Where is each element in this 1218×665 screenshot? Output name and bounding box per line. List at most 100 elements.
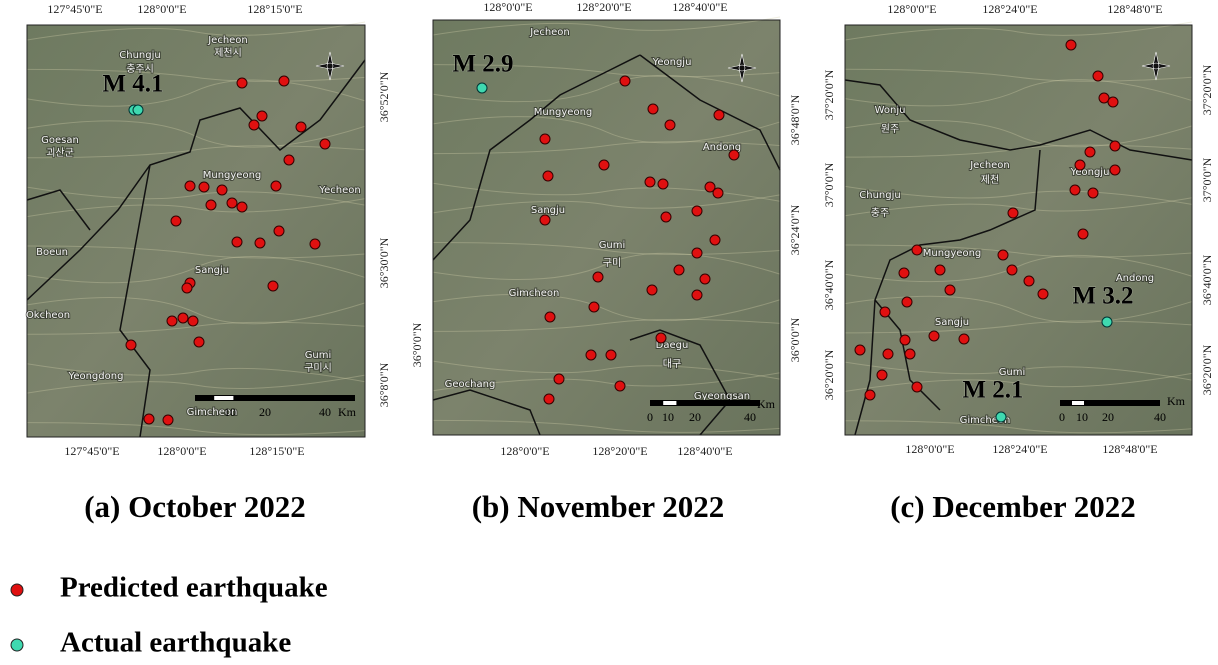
predicted-earthquake <box>997 249 1009 261</box>
predicted-earthquake <box>644 176 656 188</box>
road <box>432 252 781 280</box>
road <box>26 363 366 383</box>
right-coordinate: 37°0'0"N <box>1200 157 1214 202</box>
road <box>26 120 366 148</box>
place-name: Chungju <box>859 190 900 201</box>
satellite-background <box>845 25 1192 435</box>
predicted-earthquake <box>1023 275 1035 287</box>
predicted-earthquake <box>1084 146 1096 158</box>
predicted-earthquake <box>273 225 285 237</box>
scale-tick: 40 <box>744 410 756 424</box>
road <box>844 295 1193 323</box>
predicted-earthquake <box>181 282 193 294</box>
predicted-earthquake <box>205 199 217 211</box>
predicted-earthquake <box>709 234 721 246</box>
scale-tick: 10 <box>224 405 236 419</box>
right-coordinate: 36°8'0"N <box>377 362 391 407</box>
place-name: Mungyeong <box>923 248 982 259</box>
predicted-earthquake <box>605 349 617 361</box>
scale-unit: Km <box>757 397 776 411</box>
predicted-earthquake <box>236 77 248 89</box>
bottom-coordinate: 128°0'0"E <box>905 442 954 456</box>
predicted-earthquake <box>904 348 916 360</box>
place-name: Jecheon <box>529 27 570 38</box>
predicted-earthquake <box>270 180 282 192</box>
road <box>432 194 781 214</box>
place-name: Gyeongsan <box>694 391 750 402</box>
road <box>844 420 1193 434</box>
scale-tick: 0 <box>647 410 653 424</box>
place-name: 충주시 <box>126 63 154 75</box>
place-name: Geochang <box>445 379 496 390</box>
road <box>844 21 1193 41</box>
scale-tick: 0 <box>1059 410 1065 424</box>
magnitude-label: M 3.2 <box>1072 283 1133 310</box>
predicted-earthquake <box>712 187 724 199</box>
predicted-earthquake <box>901 296 913 308</box>
top-coordinate: 128°24'0"E <box>982 2 1037 16</box>
predicted-earthquake <box>646 284 658 296</box>
predicted-earthquake <box>256 110 268 122</box>
scale-tick: 40 <box>319 405 331 419</box>
actual-earthquake <box>132 104 144 116</box>
place-name: Wonju <box>875 105 906 116</box>
scale-bar <box>650 400 760 406</box>
place-name: 제천 <box>981 174 999 186</box>
predicted-earthquake <box>660 211 672 223</box>
predicted-earthquake <box>216 184 228 196</box>
place-name: 대구 <box>663 358 681 370</box>
predicted-earthquake <box>911 381 923 393</box>
panel-caption: (a) October 2022 <box>84 489 306 524</box>
bottom-coordinate: 128°0'0"E <box>157 444 206 458</box>
predicted-earthquake <box>267 280 279 292</box>
scale-tick: 20 <box>259 405 271 419</box>
top-coordinate: 128°0'0"E <box>137 2 186 16</box>
bottom-coordinate: 128°15'0"E <box>249 444 304 458</box>
place-name: Goesan <box>41 135 79 146</box>
predicted-earthquake <box>911 244 923 256</box>
predicted-earthquake <box>539 214 551 226</box>
top-coordinate: 128°15'0"E <box>247 2 302 16</box>
scale-tick: 10 <box>662 410 674 424</box>
admin-border <box>26 59 366 438</box>
place-name: Yeongdong <box>68 371 124 382</box>
predicted-earthquake <box>899 334 911 346</box>
predicted-earthquake <box>166 315 178 327</box>
left-coordinate: 36°0'0"N <box>410 322 424 367</box>
predicted-earthquake <box>143 413 155 425</box>
road <box>26 297 366 325</box>
map-frame <box>844 24 1193 436</box>
predicted-earthquake <box>283 154 295 166</box>
predicted-earthquake <box>598 159 610 171</box>
predicted-earthquake <box>1109 140 1121 152</box>
actual-earthquake <box>995 411 1007 423</box>
actual-earthquake <box>476 82 488 94</box>
place-name: Gumi <box>999 367 1026 378</box>
predicted-earthquake <box>553 373 565 385</box>
predicted-earthquake <box>647 103 659 115</box>
place-name: Okcheon <box>26 310 70 321</box>
predicted-earthquake <box>1109 164 1121 176</box>
place-name: Gimcheon <box>187 407 238 418</box>
predicted-earthquake <box>657 178 669 190</box>
scale-bar-segment <box>214 396 234 400</box>
road <box>432 242 781 255</box>
predicted-earthquake <box>713 109 725 121</box>
road <box>432 16 781 36</box>
scale-bar <box>1060 400 1160 406</box>
road <box>432 141 781 155</box>
road <box>26 321 366 335</box>
top-coordinate: 128°48'0"E <box>1107 2 1162 16</box>
predicted-earthquake <box>1092 70 1104 82</box>
road <box>26 374 366 394</box>
magnitude-label: M 2.1 <box>962 377 1023 404</box>
legend-label: Actual earthquake <box>60 627 291 659</box>
compass <box>1141 51 1171 81</box>
map-panel: JecheonYeongjuMungyeongAndongSangjuGumi구… <box>410 0 802 458</box>
predicted-earthquake <box>295 121 307 133</box>
place-name: 괴산군 <box>46 147 74 159</box>
right-coordinate: 36°24'0"N <box>788 204 802 255</box>
top-coordinate: 128°40'0"E <box>672 0 727 14</box>
place-name: Jecheon <box>969 160 1010 171</box>
